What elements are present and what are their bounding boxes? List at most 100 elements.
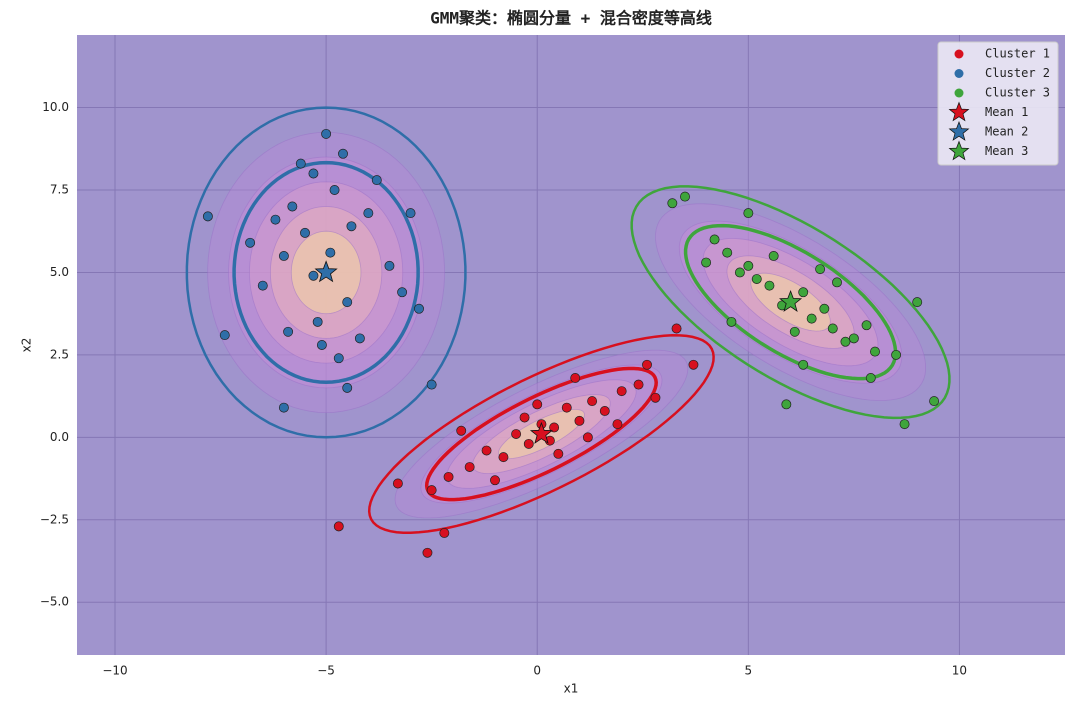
data-point: [308, 168, 319, 179]
data-point: [832, 277, 842, 288]
data-point: [798, 287, 809, 298]
y-tick-label: −2.5: [40, 512, 69, 526]
mean-marker: [529, 421, 553, 444]
data-point: [283, 326, 294, 337]
legend-label: Mean 3: [985, 144, 1028, 158]
x-tick-label: −5: [317, 664, 335, 678]
data-point: [422, 547, 433, 558]
plot: [77, 35, 1065, 655]
data-point: [321, 128, 332, 139]
data-point: [278, 251, 289, 261]
x-tick-label: −10: [102, 664, 127, 678]
data-point: [768, 251, 779, 261]
data-point: [870, 346, 880, 357]
data-point: [798, 359, 809, 370]
data-point: [405, 208, 416, 219]
data-point: [245, 237, 256, 248]
legend-marker: [948, 140, 970, 161]
component-ellipse: [630, 185, 951, 420]
data-point: [570, 373, 581, 383]
data-point: [899, 419, 910, 430]
data-point: [363, 208, 374, 219]
data-point: [680, 191, 690, 202]
data-point: [650, 392, 661, 403]
data-point: [667, 198, 678, 209]
y-axis-label: x2: [20, 338, 34, 353]
mean-marker: [314, 260, 338, 283]
data-point: [861, 320, 872, 331]
data-point: [333, 353, 344, 364]
x-axis-label: x1: [564, 682, 579, 696]
data-point: [295, 158, 306, 169]
data-point: [582, 432, 593, 443]
data-point: [633, 379, 644, 390]
data-point: [371, 175, 382, 186]
data-point: [329, 185, 340, 195]
legend-label: Mean 1: [985, 105, 1028, 119]
chart-title: GMM聚类：椭圆分量 + 混合密度等高线: [430, 9, 712, 28]
y-tick-label: −5.0: [40, 595, 69, 609]
data-point: [806, 313, 817, 324]
data-point: [511, 429, 522, 439]
data-point: [587, 396, 598, 407]
data-point: [287, 201, 298, 212]
data-point: [781, 399, 792, 410]
data-point: [439, 528, 450, 538]
data-point: [561, 402, 572, 413]
data-point: [789, 326, 800, 337]
data-point: [722, 247, 733, 258]
legend-marker: [948, 101, 970, 122]
data-point: [342, 382, 353, 393]
data-point: [278, 402, 289, 413]
data-point: [553, 448, 564, 459]
x-tick-label: 0: [533, 664, 541, 678]
data-point: [426, 379, 437, 390]
data-point: [342, 297, 353, 308]
data-point: [300, 227, 310, 238]
legend-label: Cluster 2: [985, 66, 1050, 80]
data-point: [827, 323, 838, 334]
data-point: [840, 336, 851, 347]
data-point: [325, 247, 336, 258]
data-point: [270, 214, 281, 225]
data-point: [726, 316, 737, 327]
data-point: [751, 274, 762, 284]
data-point: [308, 270, 319, 281]
data-point: [464, 462, 475, 472]
data-point: [764, 280, 775, 291]
data-point: [346, 221, 357, 232]
y-tick-label: 7.5: [50, 183, 69, 197]
data-point: [848, 333, 859, 344]
data-point: [490, 475, 500, 486]
data-point: [426, 485, 437, 496]
y-tick-label: 10.0: [42, 100, 69, 114]
x-tick-label: 5: [745, 664, 753, 678]
data-point: [523, 438, 534, 449]
data-point: [414, 303, 424, 314]
data-point: [498, 452, 509, 463]
data-point: [549, 422, 560, 433]
data-point: [815, 264, 826, 275]
y-tick-label: 5.0: [50, 265, 69, 279]
y-tick-label: 2.5: [50, 347, 69, 361]
data-point: [354, 333, 365, 344]
data-point: [574, 415, 585, 426]
component-ellipse: [367, 334, 715, 534]
data-point: [384, 260, 395, 271]
legend-label: Cluster 1: [985, 47, 1050, 61]
mean-marker: [779, 289, 803, 312]
data-point: [481, 445, 492, 456]
data-point: [519, 412, 530, 423]
data-point: [397, 287, 408, 298]
data-point: [616, 386, 627, 397]
data-point: [333, 521, 344, 532]
legend-marker: [954, 88, 964, 98]
data-point: [219, 330, 230, 341]
data-point: [701, 257, 712, 268]
legend-marker: [954, 69, 964, 78]
legend-marker: [948, 121, 970, 141]
data-point: [338, 148, 348, 159]
data-point: [743, 260, 754, 271]
legend-label: Mean 2: [985, 125, 1028, 139]
